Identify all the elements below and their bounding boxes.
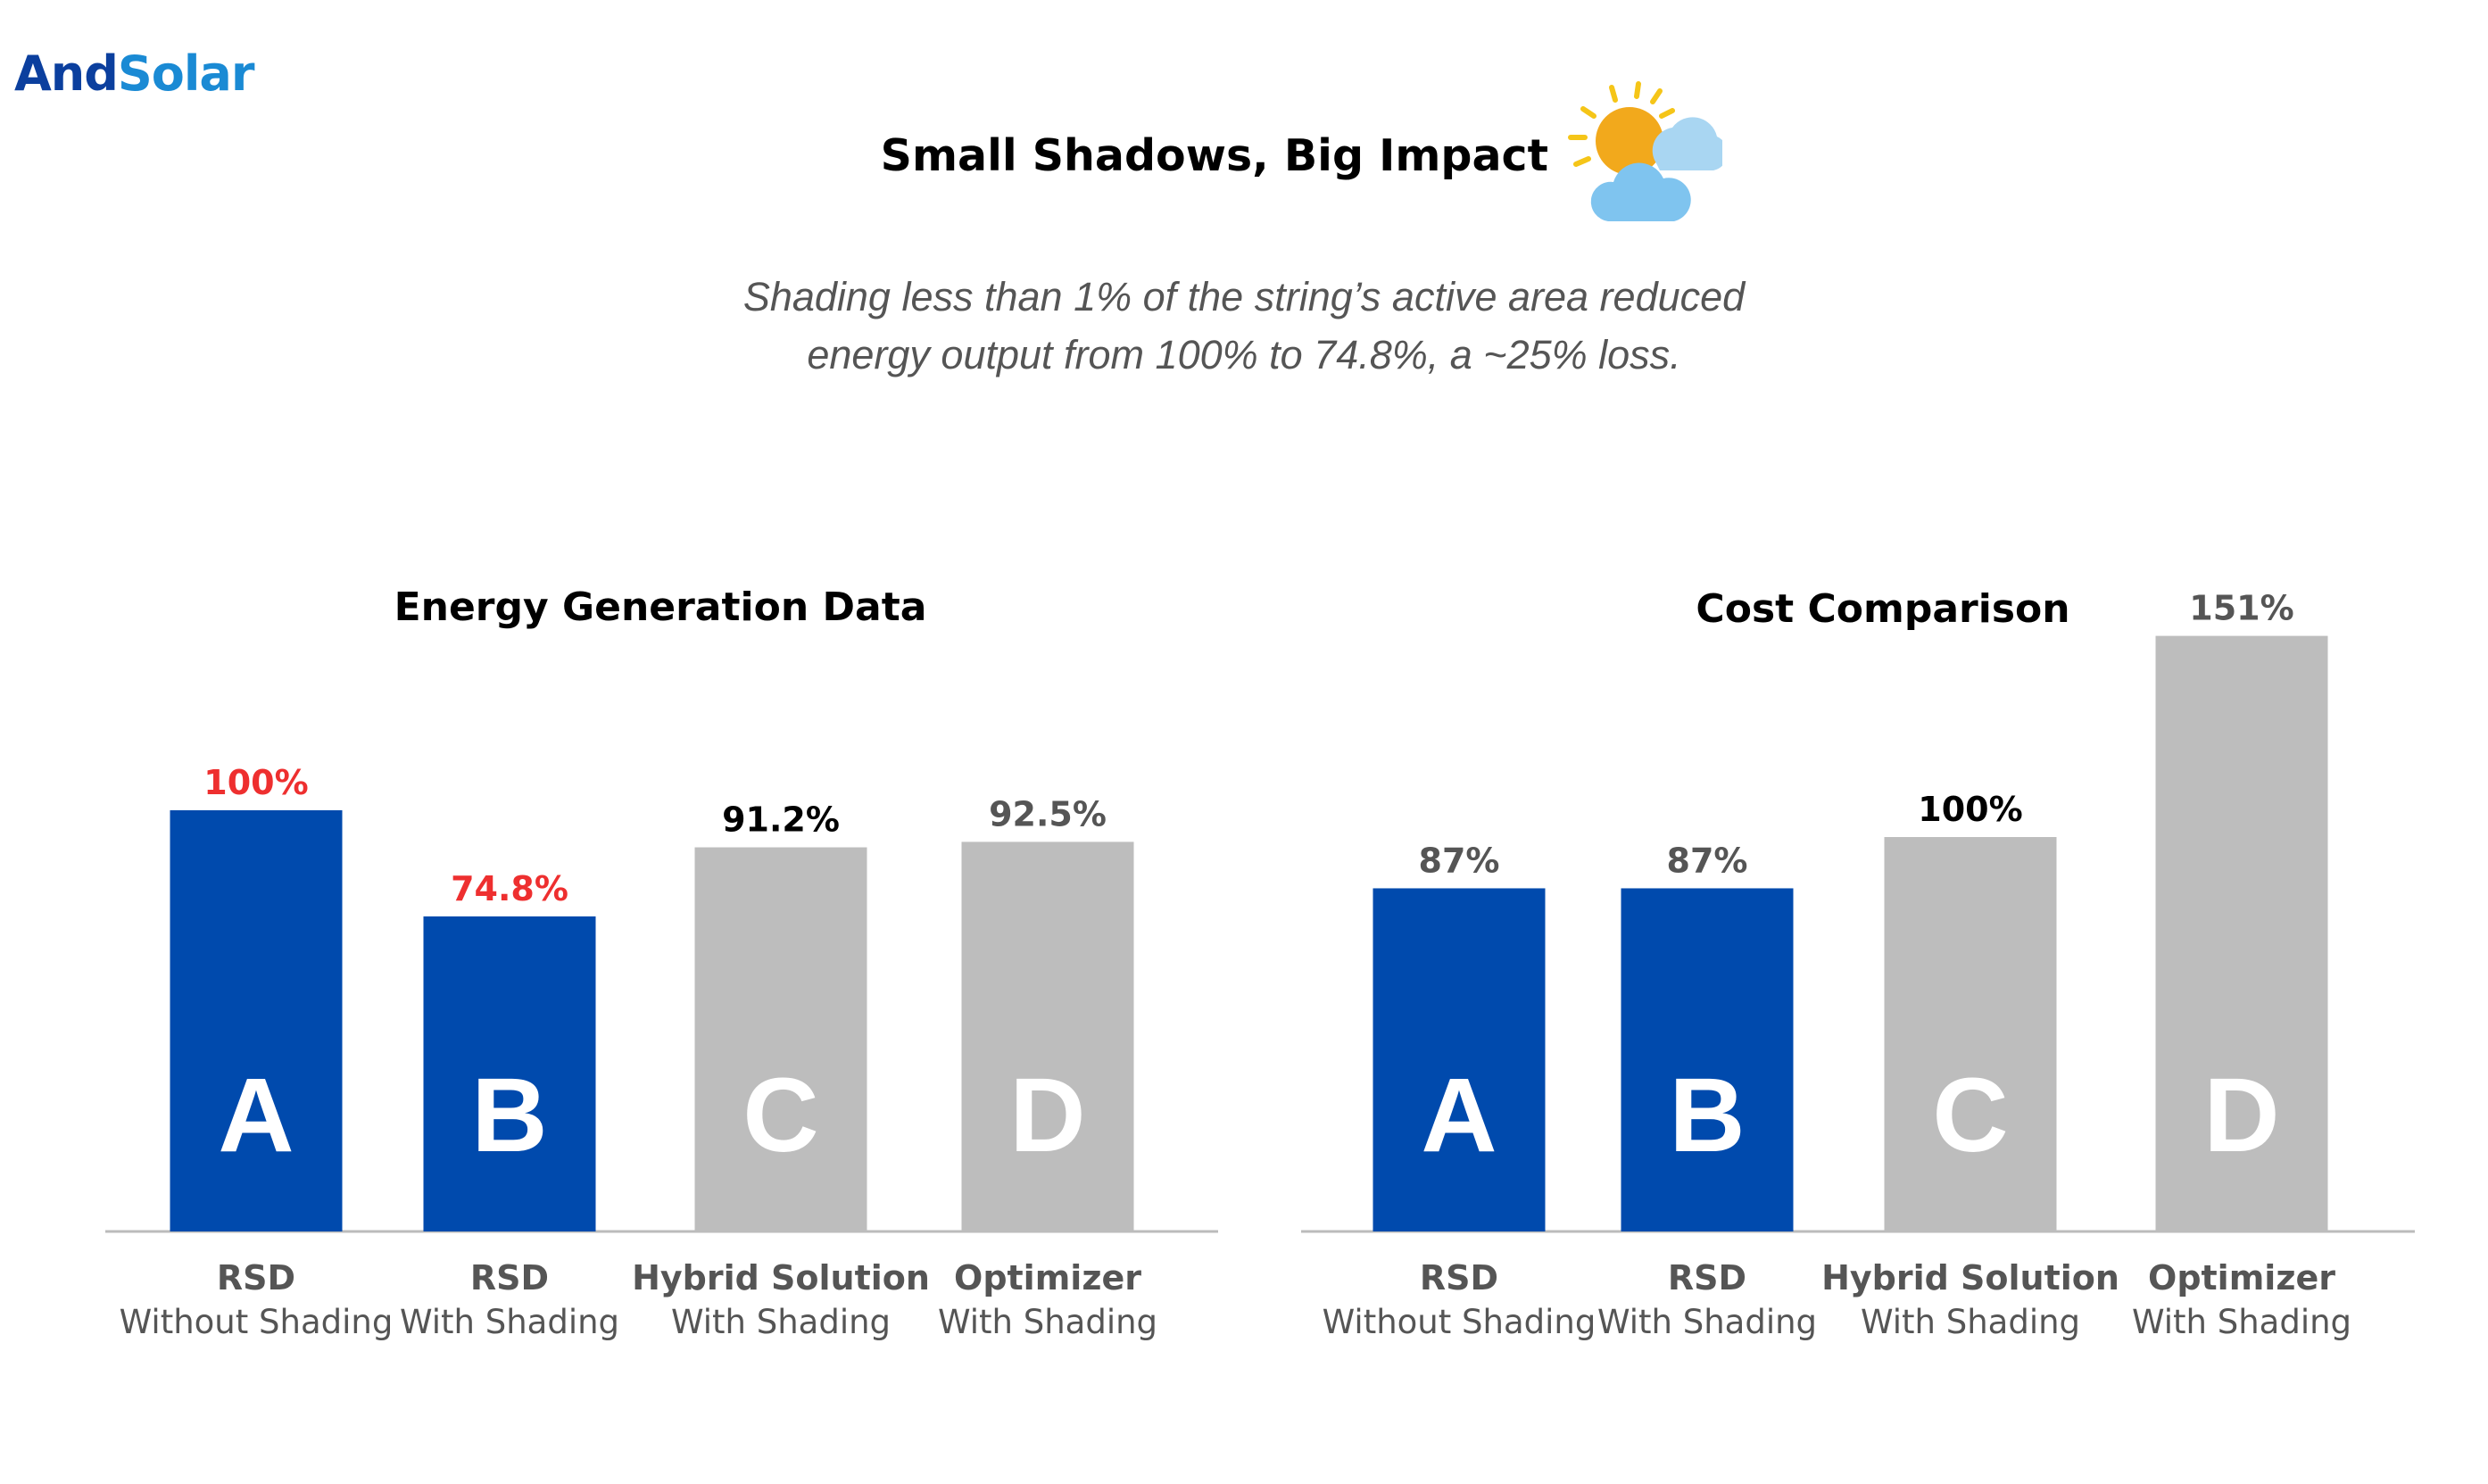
cost-value-label: 100% [1918, 790, 2022, 829]
energy-bar-letter: D [1009, 1057, 1085, 1174]
logo-and-text: And [14, 46, 119, 102]
energy-tick-label-main: RSD [470, 1258, 549, 1297]
cost-tick-label-main: Optimizer [2148, 1258, 2335, 1297]
cost-bar-letter: B [1669, 1057, 1745, 1174]
cost-bar-letter: A [1421, 1057, 1497, 1174]
energy-tick-label-sub: With Shading [400, 1303, 619, 1341]
cost-tick-label-sub: With Shading [2132, 1303, 2351, 1341]
energy-bar-letter: B [471, 1057, 547, 1174]
energy-tick-label-sub: Without Shading [120, 1303, 394, 1341]
cost-tick-label-sub: With Shading [1861, 1303, 2080, 1341]
energy-value-label: 91.2% [722, 800, 840, 840]
cost-value-label: 87% [1667, 841, 1748, 880]
energy-tick-label-sub: With Shading [671, 1303, 891, 1341]
energy-chart-title: Energy Generation Data [394, 584, 927, 630]
cost-bar-letter: C [1932, 1057, 2008, 1174]
energy-tick-label-main: Optimizer [954, 1258, 1141, 1297]
energy-bar-d [961, 841, 1134, 1231]
energy-tick-label-main: Hybrid Solution [632, 1258, 930, 1297]
cost-value-label: 151% [2189, 589, 2293, 628]
subtitle: Shading less than 1% of the string’s act… [0, 268, 2488, 384]
subtitle-line-2: energy output from 100% to 74.8%, a ~25%… [807, 332, 1681, 377]
energy-value-label: 100% [203, 763, 308, 802]
logo-solar-text: Solar [117, 46, 255, 102]
energy-bar-letter: A [218, 1057, 294, 1174]
cost-bar-d [2155, 635, 2328, 1231]
energy-tick-label-main: RSD [217, 1258, 295, 1297]
cost-value-label: 87% [1419, 841, 1500, 880]
cost-tick-label-sub: With Shading [1597, 1303, 1817, 1341]
cost-tick-label-sub: Without Shading [1323, 1303, 1596, 1341]
energy-bar-b [423, 916, 596, 1231]
energy-value-label: 74.8% [451, 869, 568, 908]
cost-bar-b [1621, 888, 1794, 1231]
energy-bar-a [170, 810, 343, 1231]
cost-tick-label-main: RSD [1420, 1258, 1498, 1297]
cost-chart-title: Cost Comparison [1696, 586, 2070, 632]
cost-bar-c [1884, 837, 2057, 1231]
andsolar-logo: AndSolar [14, 43, 255, 105]
sun-behind-cloud-icon [1568, 81, 1722, 221]
energy-value-label: 92.5% [989, 794, 1107, 833]
subtitle-line-1: Shading less than 1% of the string’s act… [742, 274, 1746, 319]
page-title: Small Shadows, Big Impact [880, 130, 1548, 181]
cost-tick-label-main: Hybrid Solution [1821, 1258, 2119, 1297]
cost-bar-letter: D [2203, 1057, 2279, 1174]
energy-bar-letter: C [742, 1057, 818, 1174]
cost-bar-a [1373, 888, 1546, 1231]
cost-tick-label-main: RSD [1668, 1258, 1746, 1297]
energy-bar-c [694, 847, 867, 1231]
energy-tick-label-sub: With Shading [938, 1303, 1157, 1341]
